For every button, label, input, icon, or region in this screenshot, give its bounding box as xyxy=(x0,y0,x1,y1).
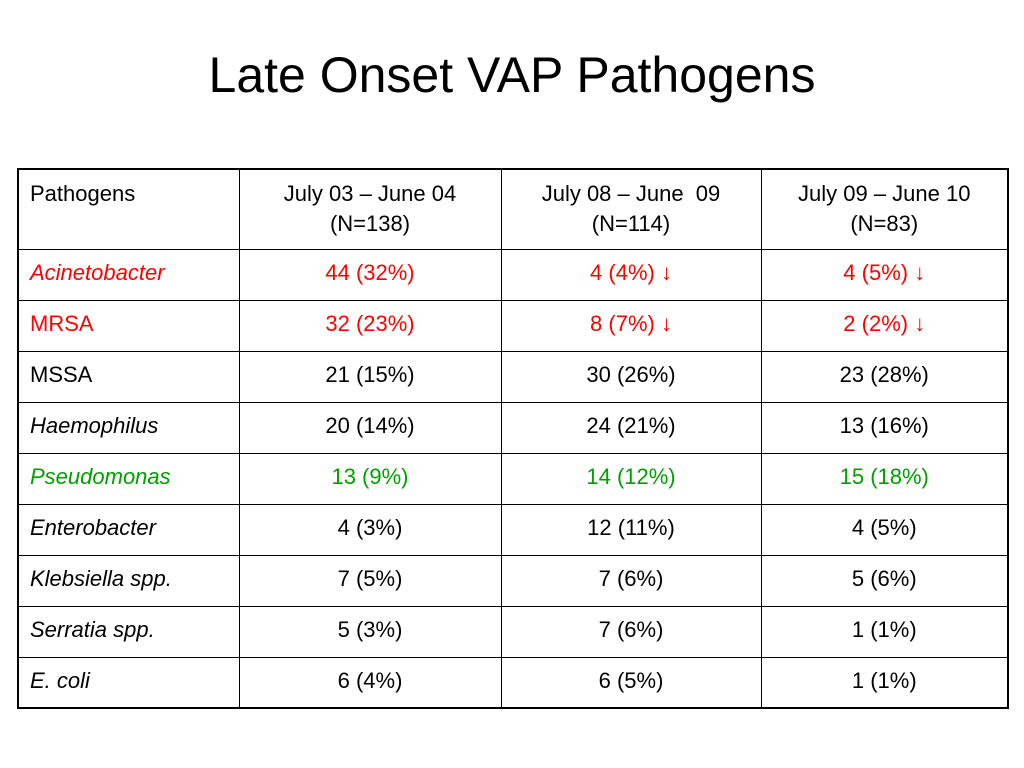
value-cell: 4 (4%) ↓ xyxy=(500,248,762,301)
header-period-dates: July 08 – June 09 xyxy=(541,181,721,206)
header-period-2009-2010: July 09 – June 10 (N=83) xyxy=(760,168,1009,250)
table-row-mssa: MSSA 21 (15%) 30 (26%) 23 (28%) xyxy=(17,350,1009,403)
value-cell: 21 (15%) xyxy=(238,350,502,403)
table-row-haemophilus: Haemophilus 20 (14%) 24 (21%) 13 (16%) xyxy=(17,401,1009,454)
value-cell: 32 (23%) xyxy=(238,299,502,352)
pathogen-name: Klebsiella spp. xyxy=(17,554,240,607)
table-row-klebsiella: Klebsiella spp. 7 (5%) 7 (6%) 5 (6%) xyxy=(17,554,1009,607)
value-cell: 7 (5%) xyxy=(238,554,502,607)
header-period-dates: July 09 – June 10 xyxy=(798,181,971,206)
header-period-2008-2009: July 08 – June 09 (N=114) xyxy=(500,168,762,250)
pathogen-name: Serratia spp. xyxy=(17,605,240,658)
pathogen-name: E. coli xyxy=(17,656,240,709)
header-period-count: (N=83) xyxy=(850,211,919,236)
slide-title: Late Onset VAP Pathogens xyxy=(208,47,816,103)
value-cell: 6 (4%) xyxy=(238,656,502,709)
value-cell: 6 (5%) xyxy=(500,656,762,709)
pathogen-name: Haemophilus xyxy=(17,401,240,454)
table-row-mrsa: MRSA 32 (23%) 8 (7%) ↓ 2 (2%) ↓ xyxy=(17,299,1009,352)
table-header-row: Pathogens July 03 – June 04 (N=138) July… xyxy=(17,168,1009,250)
value-cell: 8 (7%) ↓ xyxy=(500,299,762,352)
value-cell: 4 (5%) ↓ xyxy=(760,248,1009,301)
pathogen-name: MRSA xyxy=(17,299,240,352)
value-cell: 14 (12%) xyxy=(500,452,762,505)
value-cell: 15 (18%) xyxy=(760,452,1009,505)
value-cell: 20 (14%) xyxy=(238,401,502,454)
pathogens-table: Pathogens July 03 – June 04 (N=138) July… xyxy=(17,168,1009,709)
table-row-enterobacter: Enterobacter 4 (3%) 12 (11%) 4 (5%) xyxy=(17,503,1009,556)
value-cell: 4 (5%) xyxy=(760,503,1009,556)
header-pathogens: Pathogens xyxy=(17,168,240,250)
value-cell: 30 (26%) xyxy=(500,350,762,403)
value-cell: 24 (21%) xyxy=(500,401,762,454)
header-period-count: (N=138) xyxy=(329,211,411,236)
value-cell: 13 (16%) xyxy=(760,401,1009,454)
value-cell: 7 (6%) xyxy=(500,554,762,607)
value-cell: 1 (1%) xyxy=(760,656,1009,709)
value-cell: 2 (2%) ↓ xyxy=(760,299,1009,352)
table-row-e-coli: E. coli 6 (4%) 6 (5%) 1 (1%) xyxy=(17,656,1009,709)
value-cell: 1 (1%) xyxy=(760,605,1009,658)
value-cell: 5 (3%) xyxy=(238,605,502,658)
value-cell: 12 (11%) xyxy=(500,503,762,556)
pathogen-name: Acinetobacter xyxy=(17,248,240,301)
table-row-serratia: Serratia spp. 5 (3%) 7 (6%) 1 (1%) xyxy=(17,605,1009,658)
value-cell: 44 (32%) xyxy=(238,248,502,301)
pathogen-name: Enterobacter xyxy=(17,503,240,556)
header-period-count: (N=114) xyxy=(591,211,671,236)
table-row-pseudomonas: Pseudomonas 13 (9%) 14 (12%) 15 (18%) xyxy=(17,452,1009,505)
header-period-dates: July 03 – June 04 xyxy=(283,181,457,206)
value-cell: 13 (9%) xyxy=(238,452,502,505)
header-period-2003-2004: July 03 – June 04 (N=138) xyxy=(238,168,502,250)
pathogen-name: Pseudomonas xyxy=(17,452,240,505)
value-cell: 23 (28%) xyxy=(760,350,1009,403)
pathogen-name: MSSA xyxy=(17,350,240,403)
value-cell: 4 (3%) xyxy=(238,503,502,556)
table-row-acinetobacter: Acinetobacter 44 (32%) 4 (4%) ↓ 4 (5%) ↓ xyxy=(17,248,1009,301)
value-cell: 5 (6%) xyxy=(760,554,1009,607)
value-cell: 7 (6%) xyxy=(500,605,762,658)
